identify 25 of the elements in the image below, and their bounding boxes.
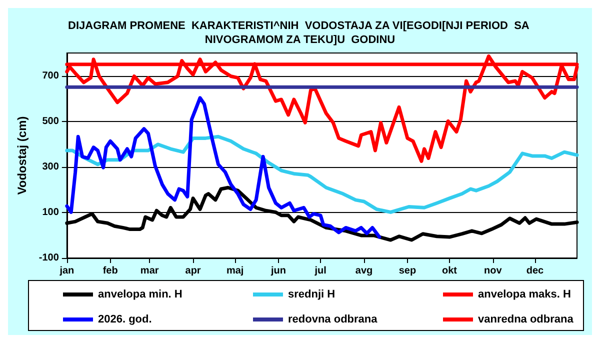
- x-tick-label: okt: [442, 266, 458, 276]
- y-tick-label: -100: [38, 252, 60, 264]
- y-tick-label: 300: [42, 161, 60, 172]
- x-tick-label: sep: [398, 266, 416, 276]
- legend-label: anvelopa maks. H: [478, 288, 571, 300]
- y-tick-label: 100: [42, 206, 60, 218]
- x-tick-label: avg: [355, 266, 373, 276]
- legend-label: redovna odbrana: [288, 314, 378, 326]
- x-tick-label: jun: [270, 266, 286, 276]
- chart-title: DIJAGRAM PROMENE KARAKTERISTI^NIH VODOSTAJA ZA VI[EGODI[NJI PERIOD SA NIVOGRAMOM ZA TEKU]U GODINU: [68, 20, 532, 46]
- legend-label: anvelopa min. H: [98, 288, 182, 300]
- y-axis-title: Vodostaj (cm): [15, 116, 29, 195]
- legend-label: vanredna odbrana: [478, 314, 574, 326]
- x-tick-label: maj: [226, 266, 244, 276]
- x-tick-label: jan: [58, 266, 74, 276]
- legend-label: 2026. god.: [98, 314, 152, 326]
- x-tick-label: apr: [185, 266, 201, 276]
- x-tick-label: feb: [102, 266, 118, 276]
- x-tick-label: nov: [484, 266, 502, 276]
- x-tick-label: dec: [526, 266, 544, 276]
- x-tick-label: mar: [140, 266, 159, 276]
- legend-label: srednji H: [288, 288, 336, 300]
- x-tick-label: jul: [314, 266, 327, 276]
- y-tick-label: 500: [42, 116, 60, 127]
- y-tick-label: 700: [42, 70, 60, 82]
